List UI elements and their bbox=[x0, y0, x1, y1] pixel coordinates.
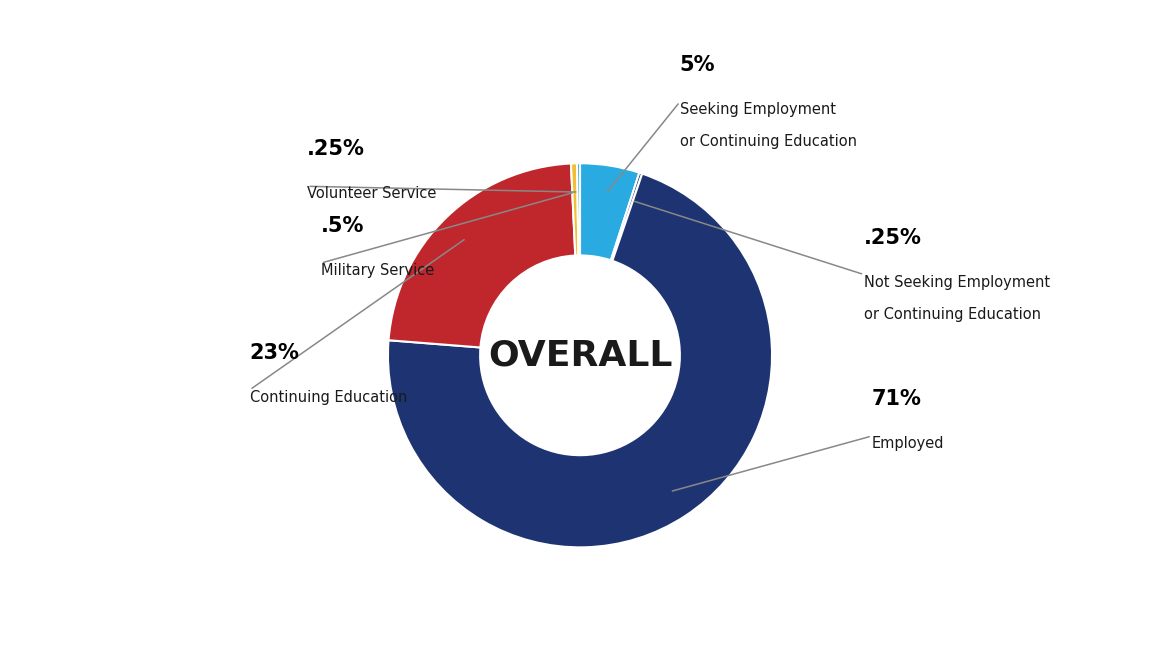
Wedge shape bbox=[580, 163, 639, 261]
Text: or Continuing Education: or Continuing Education bbox=[680, 135, 857, 150]
Text: Continuing Education: Continuing Education bbox=[249, 390, 407, 405]
Text: Not Seeking Employment: Not Seeking Employment bbox=[864, 275, 1050, 290]
Text: .25%: .25% bbox=[864, 228, 922, 247]
Text: Military Service: Military Service bbox=[320, 263, 434, 278]
Wedge shape bbox=[577, 163, 580, 255]
Text: 5%: 5% bbox=[680, 55, 716, 75]
Text: Volunteer Service: Volunteer Service bbox=[307, 186, 436, 201]
Text: 23%: 23% bbox=[249, 343, 299, 363]
Text: Seeking Employment: Seeking Employment bbox=[680, 102, 836, 117]
Text: .5%: .5% bbox=[320, 216, 364, 236]
Wedge shape bbox=[571, 163, 579, 255]
Text: Employed: Employed bbox=[872, 436, 944, 451]
Text: OVERALL: OVERALL bbox=[488, 338, 672, 372]
Wedge shape bbox=[611, 172, 643, 261]
Text: 71%: 71% bbox=[872, 389, 922, 409]
Wedge shape bbox=[389, 163, 575, 347]
Wedge shape bbox=[387, 174, 773, 547]
Text: or Continuing Education: or Continuing Education bbox=[864, 308, 1042, 323]
Text: .25%: .25% bbox=[307, 139, 365, 159]
